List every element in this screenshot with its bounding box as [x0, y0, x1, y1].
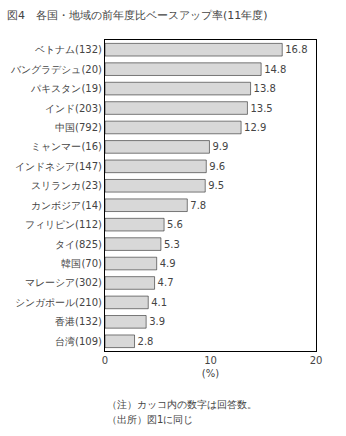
svg-text:14.8: 14.8 — [264, 64, 286, 75]
svg-text:インド(203): インド(203) — [45, 103, 102, 114]
svg-text:20: 20 — [310, 355, 323, 366]
svg-text:13.8: 13.8 — [254, 83, 276, 94]
svg-text:9.9: 9.9 — [212, 141, 228, 152]
svg-text:マレーシア(302): マレーシア(302) — [25, 277, 102, 288]
svg-text:（出所）図1に同じ: （出所）図1に同じ — [107, 414, 193, 425]
svg-text:香港(132): 香港(132) — [55, 316, 102, 327]
svg-text:フィリピン(112): フィリピン(112) — [25, 219, 102, 230]
svg-text:スリランカ(23): スリランカ(23) — [31, 180, 102, 191]
svg-text:9.6: 9.6 — [209, 161, 225, 172]
svg-text:3.9: 3.9 — [149, 316, 165, 327]
svg-text:パキスタン(19): パキスタン(19) — [30, 83, 102, 94]
svg-text:2.8: 2.8 — [138, 336, 154, 347]
svg-text:4.7: 4.7 — [158, 277, 174, 288]
svg-text:ミャンマー(16): ミャンマー(16) — [31, 141, 102, 152]
svg-text:タイ(825): タイ(825) — [55, 239, 102, 250]
svg-text:4.1: 4.1 — [151, 297, 167, 308]
svg-text:インドネシア(147): インドネシア(147) — [15, 161, 102, 172]
svg-text:（注）カッコ内の数字は回答数。: （注）カッコ内の数字は回答数。 — [107, 399, 257, 410]
svg-text:シンガポール(210): シンガポール(210) — [15, 297, 102, 308]
svg-text:台湾(109): 台湾(109) — [55, 336, 102, 347]
svg-text:5.6: 5.6 — [167, 219, 183, 230]
svg-text:図4 各国・地域の前年度比ベースアップ率(11年度): 図4 各国・地域の前年度比ベースアップ率(11年度) — [7, 9, 268, 22]
svg-text:カンボジア(14): カンボジア(14) — [31, 200, 102, 211]
svg-text:0: 0 — [102, 355, 108, 366]
svg-text:4.9: 4.9 — [160, 258, 176, 269]
svg-text:韓国(70): 韓国(70) — [61, 258, 102, 269]
svg-text:9.5: 9.5 — [208, 180, 224, 191]
svg-text:5.3: 5.3 — [164, 239, 180, 250]
svg-text:ベトナム(132): ベトナム(132) — [35, 44, 102, 55]
svg-text:中国(792): 中国(792) — [55, 122, 102, 133]
svg-text:10: 10 — [204, 355, 217, 366]
svg-text:13.5: 13.5 — [250, 103, 272, 114]
svg-text:(%): (%) — [202, 368, 219, 379]
svg-text:バングラデシュ(20): バングラデシュ(20) — [10, 64, 102, 75]
svg-text:7.8: 7.8 — [190, 200, 206, 211]
svg-text:12.9: 12.9 — [244, 122, 266, 133]
svg-text:16.8: 16.8 — [285, 44, 307, 55]
